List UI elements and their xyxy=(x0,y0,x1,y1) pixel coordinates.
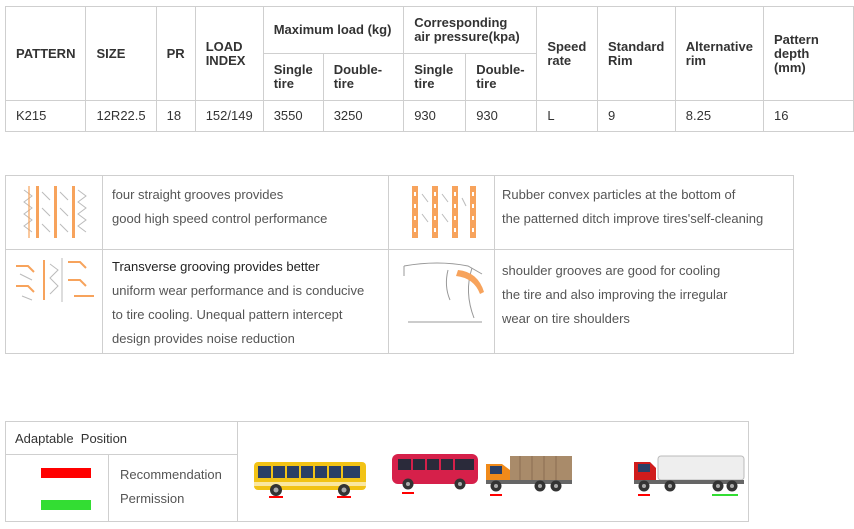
divider xyxy=(102,176,103,353)
city-bus-icon xyxy=(254,462,366,498)
cell-speed-rate: L xyxy=(536,100,598,132)
adaptable-position-panel: Adaptable Position Recommendation Permis… xyxy=(5,421,749,522)
col-alternative-rim-header: Alternative rim xyxy=(674,6,764,101)
feature-text-1: four straight grooves provides good high… xyxy=(112,187,328,226)
col-load-index-header: LOAD INDEX xyxy=(194,6,264,101)
sub-double-tire-pressure: Double-tire xyxy=(465,53,538,101)
sub-single-tire-pressure: Single tire xyxy=(403,53,467,101)
cell-alternative-rim: 8.25 xyxy=(674,100,764,132)
cell-pattern: K215 xyxy=(4,100,87,132)
col-pr-header: PR xyxy=(155,6,196,101)
recommendation-swatch xyxy=(41,468,91,478)
col-pattern-depth-header: Pattern depth (mm) xyxy=(762,6,854,101)
cell-pr: 18 xyxy=(155,100,196,132)
permission-swatch xyxy=(41,500,91,510)
col-air-pressure-header: Corresponding air pressure(kpa) xyxy=(403,6,538,54)
feature-text-4: shoulder grooves are good for cooling th… xyxy=(502,263,728,326)
cell-pressure-single: 930 xyxy=(403,100,467,132)
adaptable-title: Adaptable Position xyxy=(6,422,238,455)
spec-table: PATTERN SIZE PR LOAD INDEX Maximum load … xyxy=(4,6,854,132)
sub-single-tire: Single tire xyxy=(262,53,324,101)
transverse-grooving-icon xyxy=(16,258,94,302)
feature-text-2: Rubber convex particles at the bottom of… xyxy=(502,187,764,226)
shoulder-grooves-icon xyxy=(403,262,484,323)
cell-max-load-single: 3550 xyxy=(262,100,324,132)
col-standard-rim-header: Standard Rim xyxy=(596,6,676,101)
col-max-load-header: Maximum load (kg) xyxy=(262,6,405,54)
divider xyxy=(494,176,495,353)
col-speed-rate-header: Speed rate xyxy=(536,6,598,101)
trailer-truck-icon xyxy=(634,455,745,496)
col-pattern-header: PATTERN xyxy=(4,6,87,101)
cell-load-index: 152/149 xyxy=(194,100,264,132)
cell-max-load-double: 3250 xyxy=(322,100,405,132)
legend: Recommendation Permission xyxy=(6,455,238,521)
recommendation-label: Recommendation xyxy=(120,467,222,482)
cell-size: 12R22.5 xyxy=(85,100,157,132)
permission-label: Permission xyxy=(120,491,185,506)
features-grid: four straight grooves provides good high… xyxy=(5,175,794,354)
convex-particles-icon xyxy=(412,186,476,238)
divider xyxy=(388,176,389,353)
col-size-header: SIZE xyxy=(85,6,157,101)
divider xyxy=(6,249,793,250)
feature-text-3: Transverse grooving provides better unif… xyxy=(112,259,365,346)
cell-pressure-double: 930 xyxy=(465,100,538,132)
cell-standard-rim: 9 xyxy=(596,100,676,132)
vehicles-area xyxy=(238,422,748,521)
sub-double-tire: Double-tire xyxy=(322,53,405,101)
coach-bus-icon xyxy=(392,454,478,494)
table-row: K215 12R22.5 18 152/149 3550 3250 930 93… xyxy=(4,100,854,132)
cell-pattern-depth: 16 xyxy=(762,100,854,132)
dump-truck-icon xyxy=(486,456,572,496)
straight-grooves-icon xyxy=(23,186,87,238)
